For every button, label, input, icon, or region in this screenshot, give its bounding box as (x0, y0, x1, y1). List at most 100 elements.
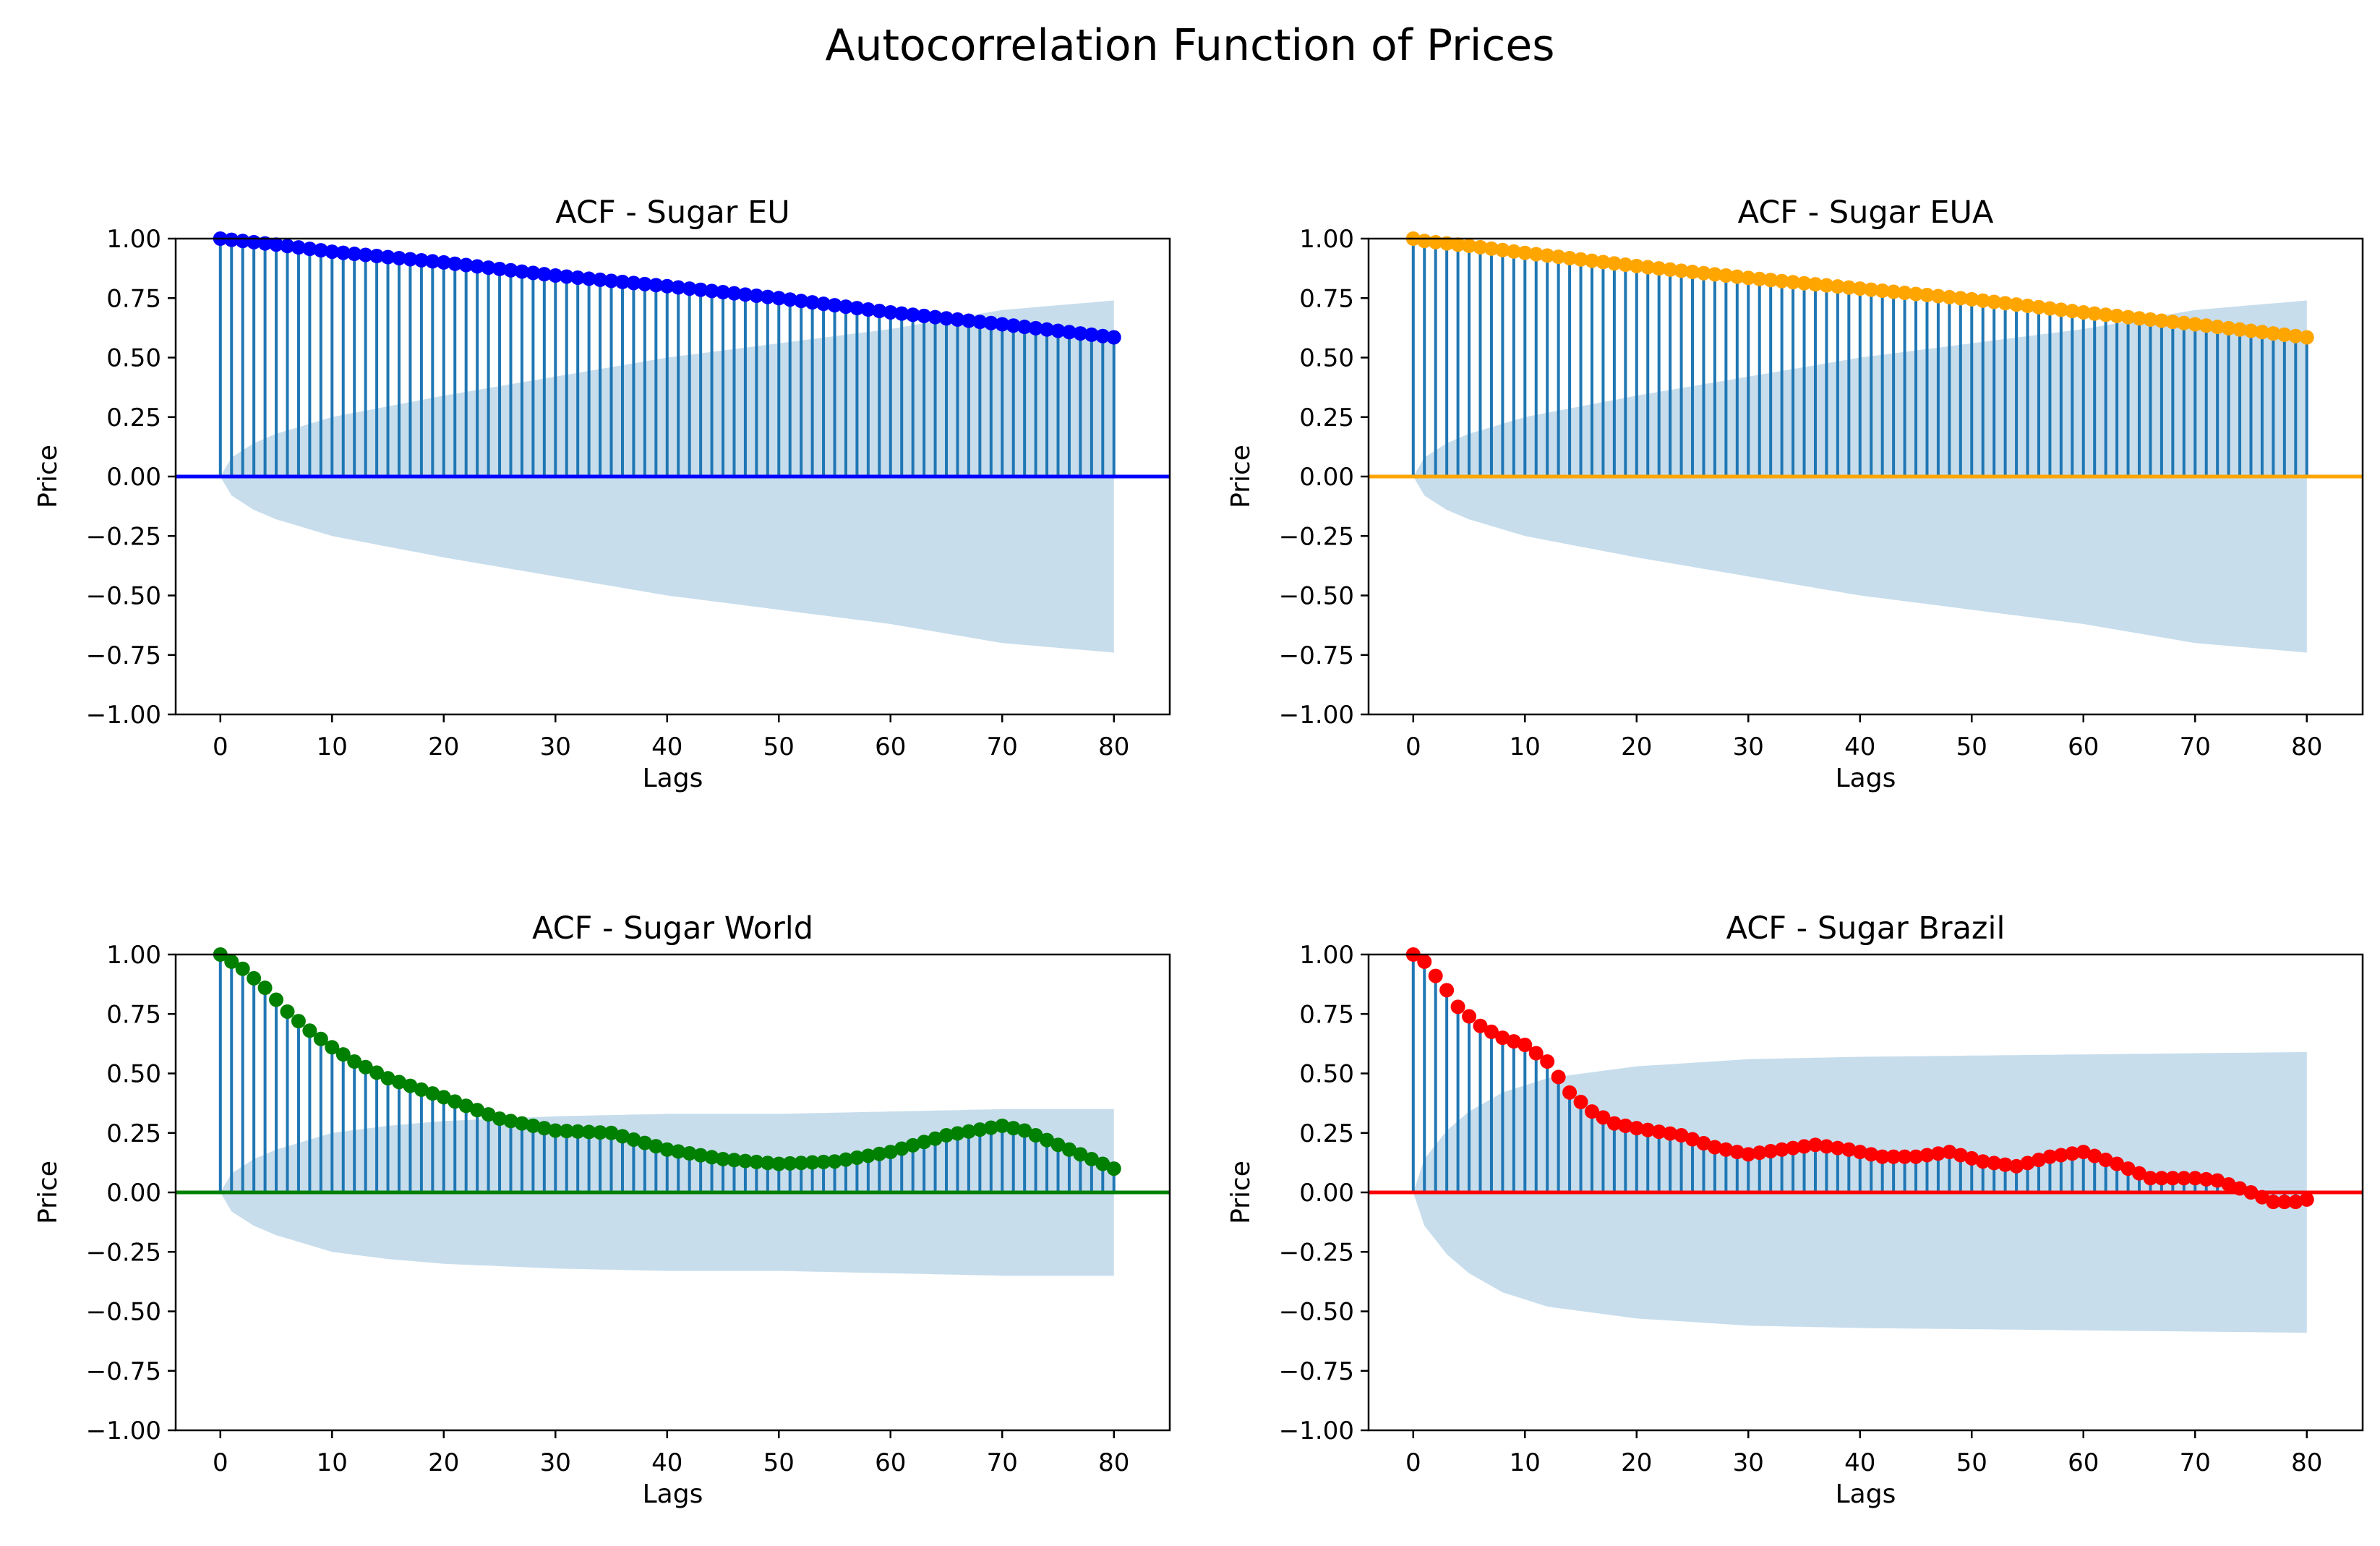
y-tick-label: 1.00 (1299, 941, 1354, 970)
marker-lag-77 (1073, 326, 1088, 341)
marker-lag-18 (1606, 1116, 1622, 1131)
marker-lag-44 (1897, 286, 1912, 301)
marker-lag-61 (2087, 306, 2102, 321)
marker-lag-11 (1528, 247, 1544, 262)
marker-lag-26 (503, 1114, 518, 1129)
marker-lag-31 (1752, 271, 1767, 286)
x-tick-label: 10 (317, 1448, 348, 1477)
marker-lag-34 (593, 1125, 608, 1140)
marker-lag-22 (1651, 261, 1666, 276)
marker-lag-69 (983, 315, 998, 330)
x-tick-label: 40 (1844, 733, 1875, 761)
marker-lag-28 (1718, 268, 1734, 283)
marker-lag-25 (1685, 265, 1700, 280)
marker-lag-40 (659, 278, 675, 294)
x-tick-label: 50 (1956, 1448, 1987, 1477)
marker-lag-12 (347, 1054, 362, 1069)
y-tick-label: 1.00 (106, 225, 161, 254)
marker-lag-71 (1006, 318, 1021, 333)
marker-lag-42 (682, 1146, 697, 1161)
x-tick-label: 30 (1733, 733, 1764, 761)
acf-panel-4: 1.00 0.75 0.50 0.25 0.00 −0.25 −0.50 −0.75 −1.00… (1226, 910, 2364, 1509)
marker-lag-54 (2009, 297, 2024, 312)
marker-lag-45 (1909, 286, 1924, 302)
marker-lag-20 (1629, 258, 1644, 273)
x-axis-label: Lags (1836, 1479, 1896, 1509)
x-tick-label: 40 (1844, 1448, 1875, 1477)
marker-lag-7 (291, 1014, 306, 1029)
marker-lag-64 (928, 309, 943, 325)
x-tick-label: 60 (875, 733, 906, 761)
marker-lag-22 (458, 257, 474, 273)
marker-lag-72 (2210, 320, 2225, 335)
marker-lag-16 (1584, 253, 1599, 268)
y-tick-label: −0.25 (86, 522, 161, 551)
marker-lag-64 (928, 1131, 943, 1146)
marker-lag-15 (1573, 252, 1588, 267)
y-tick-label: 0.25 (106, 403, 161, 432)
marker-lag-71 (1006, 1121, 1021, 1136)
marker-lag-21 (1640, 260, 1656, 275)
marker-lag-60 (2076, 304, 2091, 320)
marker-lag-14 (369, 249, 385, 264)
x-tick-label: 0 (213, 1448, 228, 1477)
marker-lag-6 (1473, 239, 1488, 255)
x-axis-label: Lags (643, 764, 703, 793)
marker-lag-7 (1484, 241, 1499, 256)
marker-lag-54 (816, 1154, 831, 1169)
marker-lag-71 (2199, 318, 2214, 333)
marker-lag-18 (414, 1082, 429, 1097)
marker-lag-5 (1462, 238, 1477, 253)
marker-lag-42 (682, 281, 697, 296)
marker-lag-39 (648, 278, 664, 293)
x-tick-label: 80 (2291, 733, 2322, 761)
marker-lag-17 (403, 1078, 418, 1093)
y-tick-label: −1.00 (1279, 701, 1354, 730)
marker-lag-62 (905, 1137, 920, 1153)
x-tick-label: 20 (1621, 733, 1652, 761)
marker-lag-50 (771, 291, 787, 306)
marker-lag-70 (2188, 1171, 2203, 1186)
marker-lag-5 (269, 992, 284, 1007)
marker-lag-4 (1450, 999, 1465, 1015)
x-tick-label: 20 (428, 733, 459, 761)
marker-lag-44 (704, 283, 719, 299)
marker-lag-2 (235, 234, 250, 249)
marker-lag-3 (247, 970, 262, 986)
marker-lag-55 (2020, 1156, 2035, 1171)
marker-lag-24 (1674, 263, 1689, 278)
y-tick-label: 0.75 (106, 284, 161, 313)
marker-lag-29 (536, 267, 552, 282)
x-tick-label: 60 (875, 1448, 906, 1477)
marker-lag-45 (716, 285, 731, 300)
marker-lag-62 (905, 307, 920, 323)
marker-lag-67 (2154, 313, 2169, 328)
marker-lag-51 (782, 292, 797, 307)
x-tick-label: 10 (1510, 733, 1541, 761)
marker-lag-51 (782, 1156, 797, 1171)
marker-lag-79 (1095, 1156, 1110, 1171)
marker-lag-17 (403, 252, 418, 267)
marker-lag-39 (1841, 280, 1857, 295)
marker-lag-61 (894, 1141, 909, 1156)
marker-lag-4 (1450, 237, 1465, 252)
marker-lag-13 (358, 247, 373, 262)
acf-panel-2: 1.00 0.75 0.50 0.25 0.00 −0.25 −0.50 −0.75 −1.00… (1226, 195, 2364, 793)
marker-lag-61 (2087, 1148, 2102, 1163)
marker-lag-33 (1774, 1142, 1789, 1157)
marker-lag-51 (1975, 293, 1990, 308)
marker-lag-15 (380, 249, 395, 265)
marker-lag-65 (939, 1128, 954, 1143)
marker-lag-50 (1964, 291, 1979, 307)
marker-lag-49 (1953, 1148, 1968, 1163)
marker-lag-30 (548, 268, 563, 283)
marker-lag-46 (727, 286, 742, 301)
marker-lag-56 (838, 1152, 853, 1167)
y-tick-label: 0.50 (1299, 344, 1354, 373)
x-tick-label: 80 (1098, 1448, 1129, 1477)
marker-lag-3 (1439, 983, 1455, 998)
x-axis-label: Lags (643, 1479, 703, 1509)
y-tick-label: 1.00 (1299, 225, 1354, 254)
marker-lag-47 (737, 287, 753, 302)
marker-lag-44 (704, 1150, 719, 1165)
